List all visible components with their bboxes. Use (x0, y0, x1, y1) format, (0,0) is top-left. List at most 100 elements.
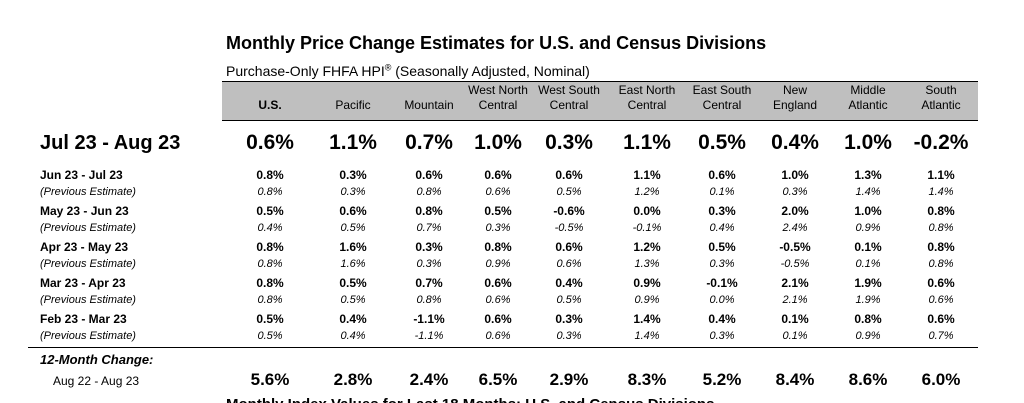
previous-estimate-cell: 0.3% (416, 258, 442, 270)
previous-estimate-cell: 0.0% (709, 294, 735, 306)
table-cell: 0.8% (484, 240, 512, 254)
column-header: New England (757, 83, 833, 113)
previous-estimate-cell: 0.7% (416, 222, 442, 234)
previous-estimate-cell: 0.8% (928, 222, 954, 234)
twelve-month-value: 2.9% (549, 370, 589, 389)
column-header-line2: Pacific (335, 98, 371, 112)
table-title: Monthly Price Change Estimates for U.S. … (226, 33, 767, 53)
previous-estimate-cell: -0.1% (632, 222, 662, 234)
column-header: Mountain (391, 83, 467, 113)
table-cell: 0.6% (927, 312, 955, 326)
column-header-line1: South (925, 83, 957, 97)
column-header-line1: Middle (850, 83, 886, 97)
column-header-line1 (315, 83, 391, 98)
table-cell: 1.2% (633, 240, 661, 254)
subtitle-note: (Seasonally Adjusted, Nominal) (395, 63, 590, 79)
table-cell: 0.8% (415, 204, 443, 218)
previous-estimate-cell: 0.8% (416, 186, 442, 198)
column-header-line2: Atlantic (848, 98, 888, 112)
previous-estimate-cell: -0.5% (554, 222, 584, 234)
headline-value: 1.1% (329, 131, 377, 154)
previous-estimate-cell: 0.4% (709, 222, 735, 234)
table-cell: 1.6% (339, 240, 367, 254)
headline-value: 0.7% (405, 131, 453, 154)
previous-estimate-cell: 0.9% (634, 294, 660, 306)
previous-estimate-label: (Previous Estimate) (40, 294, 136, 306)
previous-estimate-cell: 0.9% (855, 330, 881, 342)
previous-estimate-cell: 0.3% (709, 330, 735, 342)
column-header-line2: Central (549, 98, 589, 112)
table-cell: 0.5% (708, 240, 736, 254)
previous-estimate-cell: 0.8% (257, 258, 283, 270)
table-cell: 0.4% (555, 276, 583, 290)
table-subtitle: Purchase-Only FHFA HPI® (Seasonally Adju… (226, 63, 590, 79)
headline-value: 0.5% (698, 131, 746, 154)
column-header: East South Central (684, 83, 760, 113)
previous-estimate-label: (Previous Estimate) (40, 222, 136, 234)
column-header-line2: Central (627, 98, 667, 112)
table-cell: 0.1% (854, 240, 882, 254)
previous-estimate-cell: 1.3% (634, 258, 660, 270)
headline-value: 0.3% (545, 131, 593, 154)
table-cell: 0.6% (555, 240, 583, 254)
table-cell: 0.8% (927, 204, 955, 218)
subtitle-text: Purchase-Only FHFA HPI (226, 63, 385, 79)
table-cell: 0.6% (484, 168, 512, 182)
previous-estimate-cell: 0.1% (782, 330, 808, 342)
previous-estimate-cell: 1.4% (928, 186, 954, 198)
previous-estimate-cell: 0.5% (340, 222, 366, 234)
section-divider (28, 347, 978, 348)
previous-estimate-cell: 1.6% (340, 258, 366, 270)
column-header-band (222, 81, 978, 121)
table-cell: 0.0% (633, 204, 661, 218)
row-period-label: Mar 23 - Apr 23 (40, 276, 126, 290)
table-cell: -0.5% (779, 240, 811, 254)
previous-estimate-cell: 0.5% (556, 186, 582, 198)
table-cell: 1.0% (854, 204, 882, 218)
previous-estimate-cell: 1.4% (634, 330, 660, 342)
column-header: U.S. (232, 83, 308, 113)
table-cell: 0.4% (708, 312, 736, 326)
previous-estimate-cell: 0.8% (416, 294, 442, 306)
column-header: West South Central (531, 83, 607, 113)
table-cell: 0.6% (415, 168, 443, 182)
column-header-line1 (232, 83, 308, 98)
column-header-line1: East South (692, 83, 752, 97)
headline-value: 1.1% (623, 131, 671, 154)
previous-estimate-cell: -1.1% (414, 330, 444, 342)
table-cell: 0.6% (484, 276, 512, 290)
table-cell: 0.4% (339, 312, 367, 326)
table-cell: -0.1% (706, 276, 738, 290)
table-cell: 0.5% (256, 312, 284, 326)
column-header-line2: England (772, 98, 818, 112)
column-header: Pacific (315, 83, 391, 113)
table-cell: -1.1% (413, 312, 445, 326)
row-period-label: May 23 - Jun 23 (40, 204, 129, 218)
table-cell: -0.6% (553, 204, 585, 218)
table-cell: 1.3% (854, 168, 882, 182)
headline-period-label: Jul 23 - Aug 23 (40, 132, 181, 154)
table-cell: 1.0% (781, 168, 809, 182)
previous-estimate-cell: 0.6% (485, 186, 511, 198)
previous-estimate-cell: 0.4% (257, 222, 283, 234)
previous-estimate-cell: 1.4% (855, 186, 881, 198)
twelve-month-value: 6.0% (921, 370, 961, 389)
headline-value: 0.4% (771, 131, 819, 154)
twelve-month-heading: 12-Month Change: (40, 352, 154, 367)
table-cell: 0.8% (256, 240, 284, 254)
previous-estimate-cell: 0.7% (928, 330, 954, 342)
previous-estimate-cell: 0.1% (709, 186, 735, 198)
twelve-month-value: 2.4% (409, 370, 449, 389)
twelve-month-period-label: Aug 22 - Aug 23 (53, 374, 140, 388)
table-cell: 0.3% (555, 312, 583, 326)
table-cell: 0.8% (256, 276, 284, 290)
table-cell: 1.9% (854, 276, 882, 290)
previous-estimate-cell: 0.3% (709, 258, 735, 270)
previous-estimate-cell: 0.1% (855, 258, 881, 270)
row-period-label: Feb 23 - Mar 23 (40, 312, 127, 326)
table-cell: 0.8% (927, 240, 955, 254)
previous-estimate-cell: 0.3% (782, 186, 808, 198)
previous-estimate-cell: 0.3% (340, 186, 366, 198)
previous-estimate-cell: 2.1% (782, 294, 808, 306)
